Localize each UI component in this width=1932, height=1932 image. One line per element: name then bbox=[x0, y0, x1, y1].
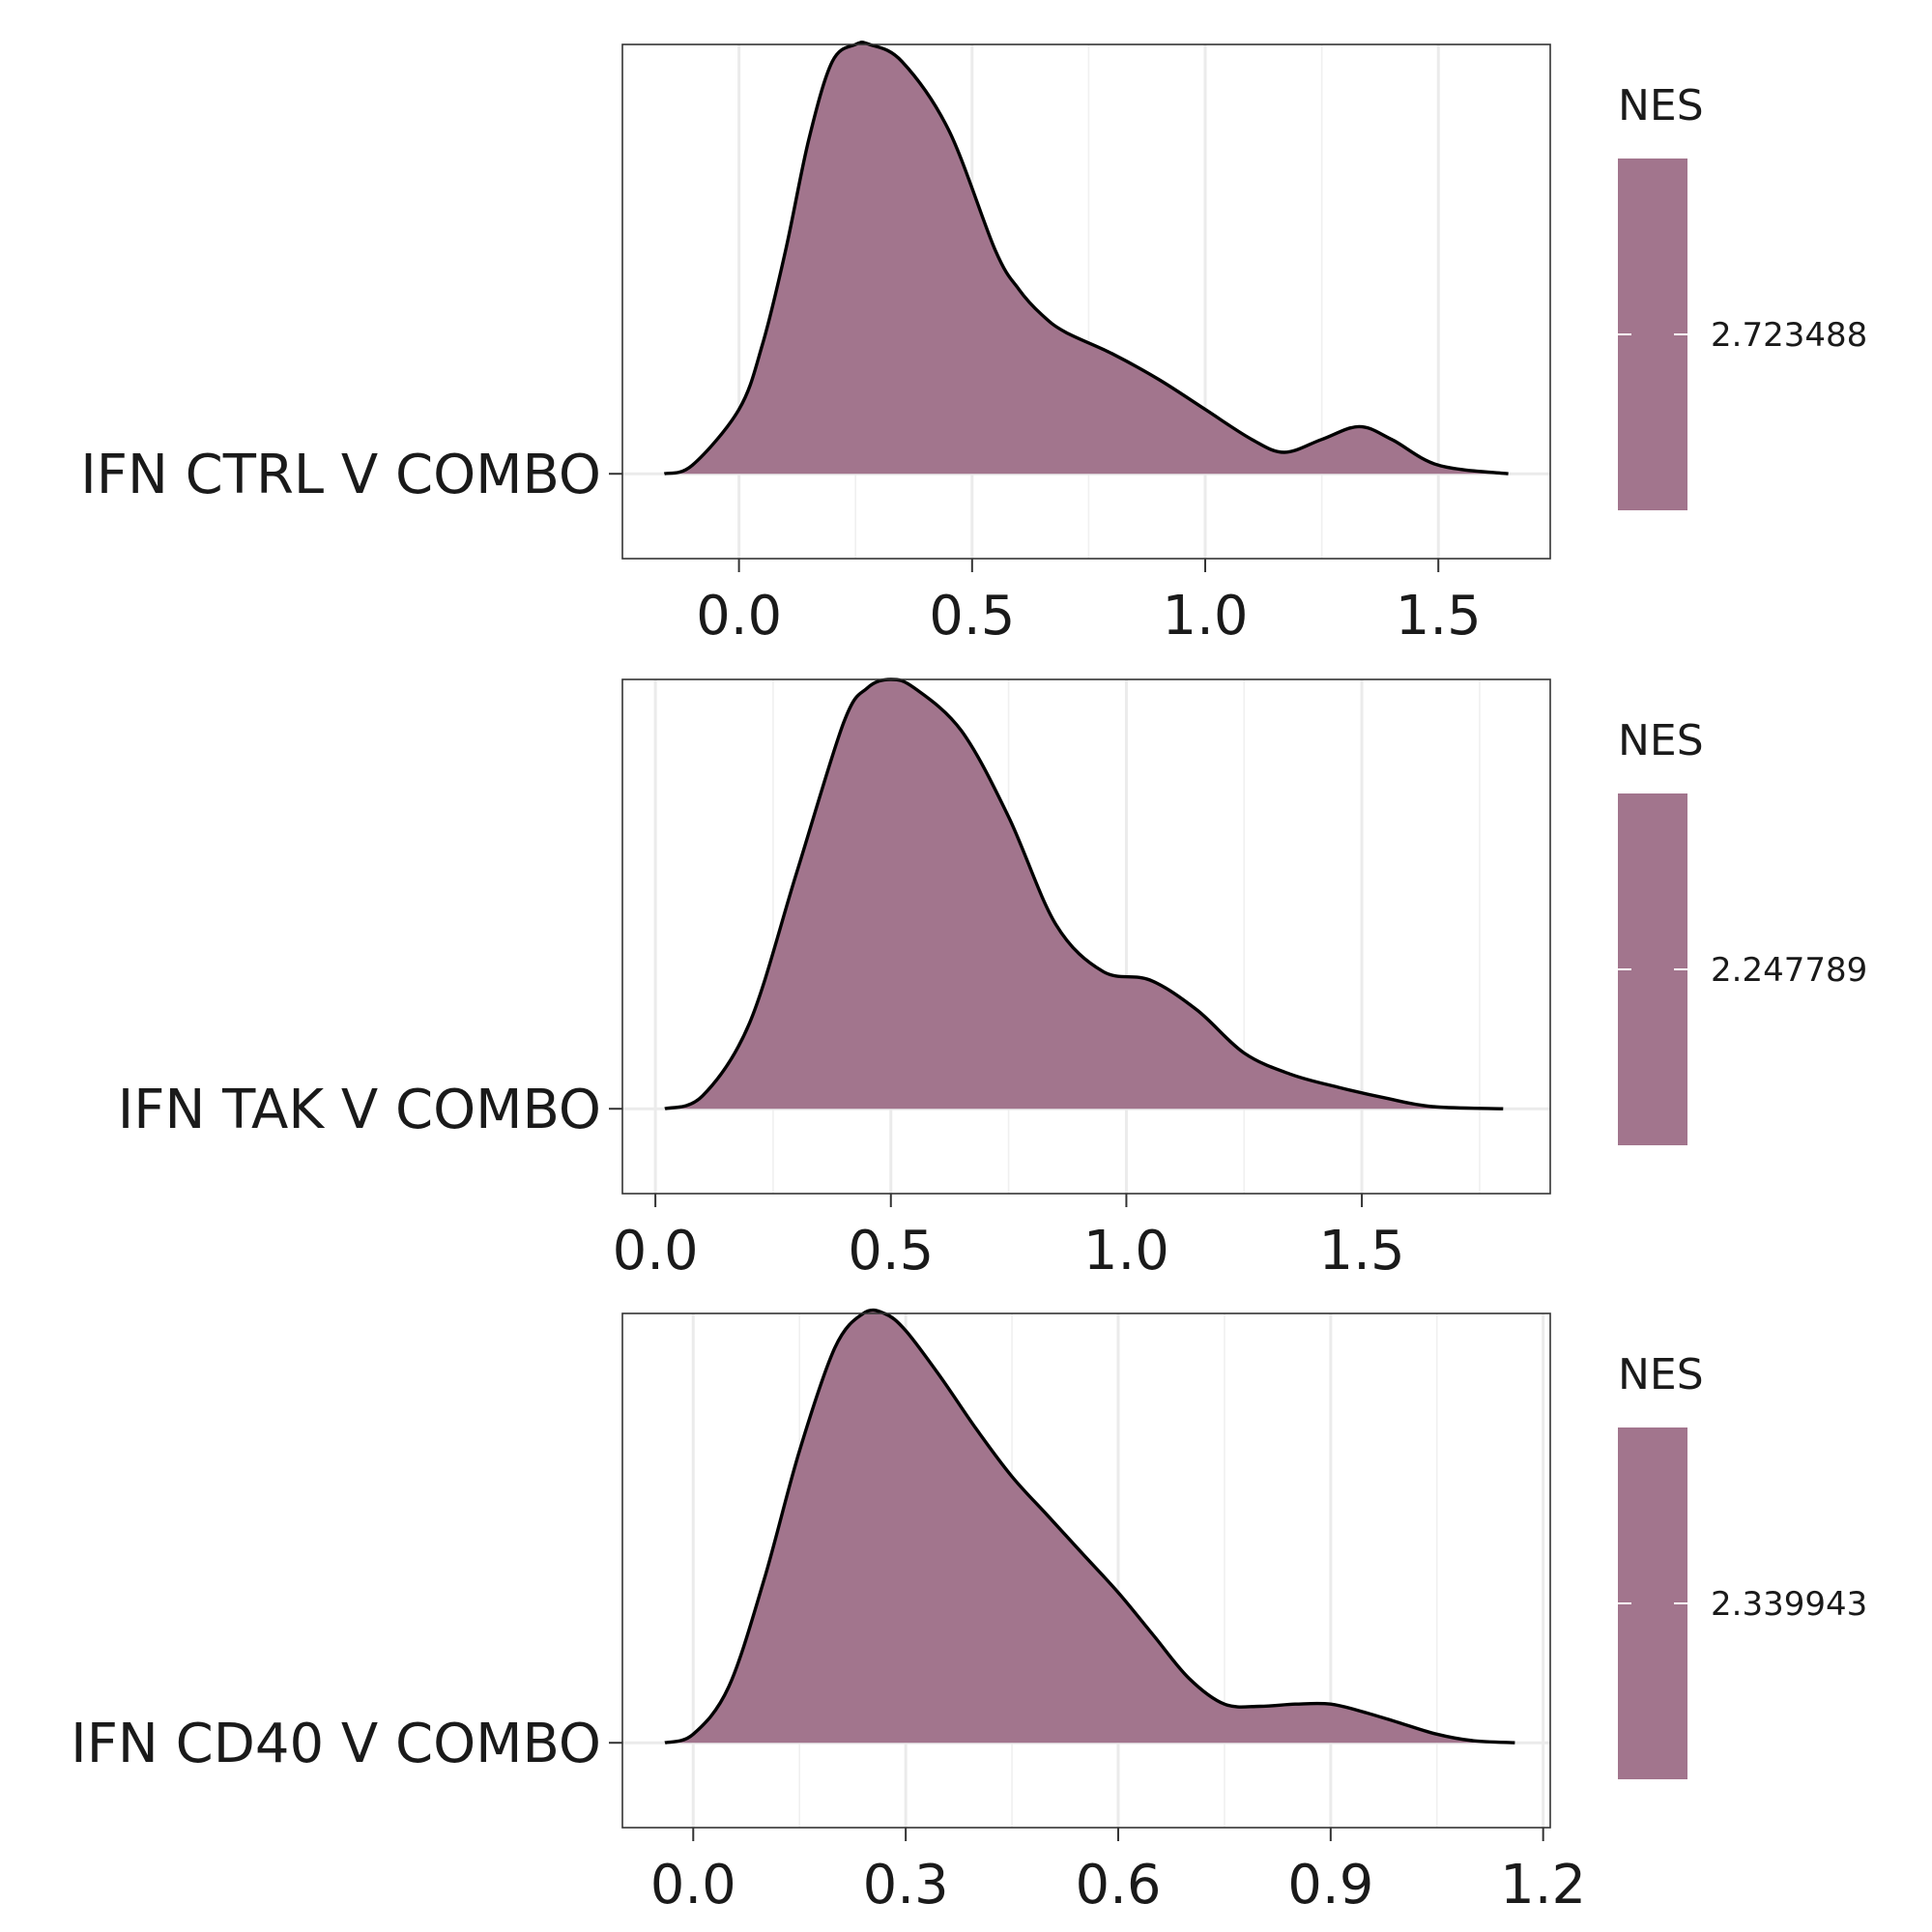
x-tick-label: 0.0 bbox=[613, 1220, 699, 1283]
legend-title: NES bbox=[1618, 716, 1704, 765]
row-label: IFN TAK V COMBO bbox=[118, 1079, 601, 1141]
density-ridge-outline bbox=[664, 678, 1504, 1110]
density-ridge-outline bbox=[663, 41, 1509, 476]
density-ridge-outline bbox=[664, 1308, 1515, 1745]
x-tick-label: 0.9 bbox=[1287, 1854, 1373, 1917]
x-tick-label: 0.0 bbox=[650, 1854, 736, 1917]
x-tick-label: 0.5 bbox=[929, 585, 1015, 648]
panel-border bbox=[621, 678, 1551, 1195]
legend-value: 2.339943 bbox=[1711, 1585, 1867, 1624]
density-ridge-fill bbox=[664, 42, 1509, 475]
legend-value: 2.723488 bbox=[1711, 316, 1867, 355]
panel-border bbox=[621, 1312, 1551, 1829]
legend-value: 2.247789 bbox=[1711, 951, 1867, 990]
x-tick-label: 0.0 bbox=[696, 585, 782, 648]
x-tick-label: 0.5 bbox=[848, 1220, 934, 1283]
x-tick-label: 0.6 bbox=[1075, 1854, 1161, 1917]
row-label: IFN CD40 V COMBO bbox=[71, 1713, 601, 1775]
x-tick-label: 1.0 bbox=[1162, 585, 1248, 648]
x-tick-label: 1.0 bbox=[1083, 1220, 1169, 1283]
row-label: IFN CTRL V COMBO bbox=[80, 444, 601, 506]
legend-title: NES bbox=[1618, 1350, 1704, 1399]
x-tick-label: 1.2 bbox=[1500, 1854, 1586, 1917]
panel-border bbox=[621, 43, 1551, 560]
density-ridge-fill bbox=[664, 679, 1504, 1110]
density-ridge-fill bbox=[665, 1310, 1515, 1744]
x-tick-label: 0.3 bbox=[863, 1854, 949, 1917]
x-tick-label: 1.5 bbox=[1319, 1220, 1405, 1283]
legend-title: NES bbox=[1618, 81, 1704, 130]
x-tick-label: 1.5 bbox=[1396, 585, 1482, 648]
